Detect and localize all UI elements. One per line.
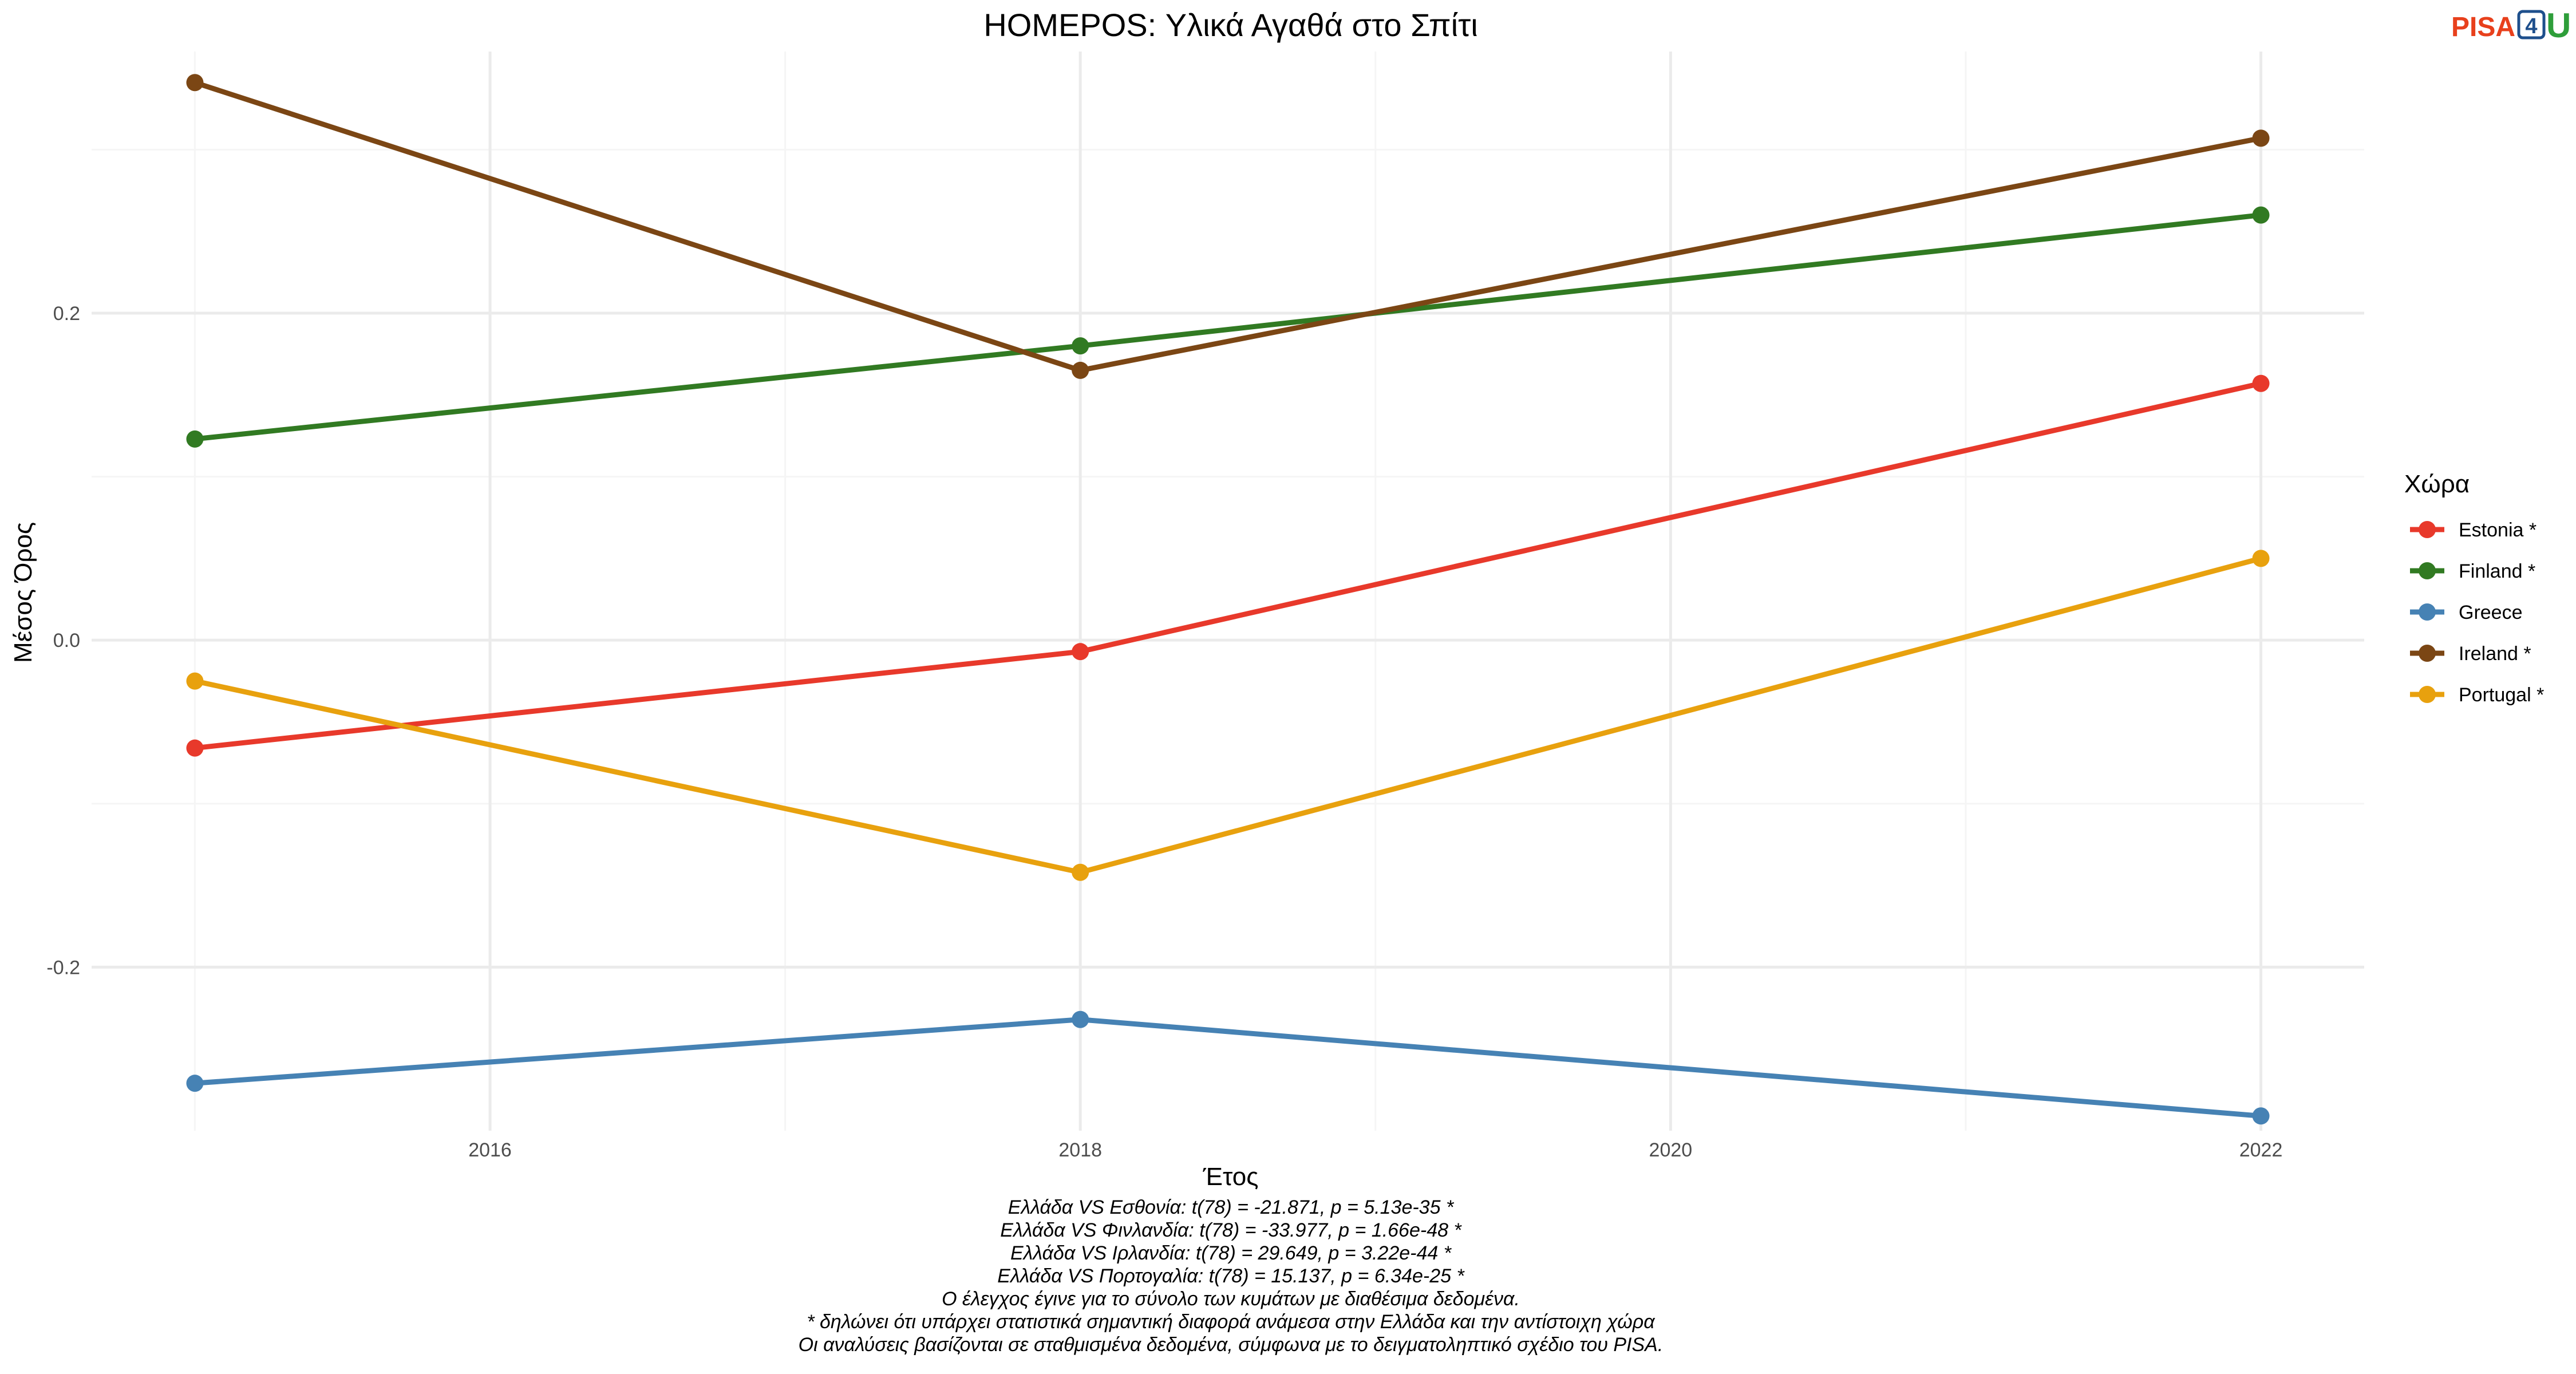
caption-line: Ελλάδα VS Ιρλανδία: t(78) = 29.649, p = … <box>1010 1242 1452 1264</box>
legend-title: Χώρα <box>2404 470 2470 498</box>
x-axis-title: Έτος <box>1203 1163 1259 1191</box>
legend-label: Finland * <box>2459 560 2535 582</box>
legend-key-point <box>2419 645 2436 662</box>
legend-label: Greece <box>2459 602 2523 623</box>
x-tick-label: 2022 <box>2239 1139 2283 1161</box>
caption-line: Ο έλεγχος έγινε για το σύνολο των κυμάτω… <box>942 1288 1520 1310</box>
caption-line: * δηλώνει ότι υπάρχει στατιστικά σημαντι… <box>807 1311 1656 1333</box>
data-point <box>2252 550 2270 567</box>
data-point <box>1072 643 1089 661</box>
legend-key-point <box>2419 603 2436 621</box>
series-greece <box>186 1010 2270 1125</box>
chart-title: HOMEPOS: Υλικά Αγαθά στο Σπίτι <box>983 7 1477 43</box>
x-tick-label: 2018 <box>1058 1139 1102 1161</box>
series-ireland <box>186 74 2270 379</box>
series-portugal <box>186 550 2270 881</box>
pisa4u-logo: PISA 4 U <box>2451 6 2571 45</box>
caption-line: Ελλάδα VS Φινλανδία: t(78) = -33.977, p … <box>1000 1219 1462 1241</box>
series-estonia <box>186 374 2270 757</box>
data-point <box>2252 1107 2270 1125</box>
series <box>186 74 2270 1125</box>
legend-label: Portugal * <box>2459 684 2544 706</box>
legend-item: Finland * <box>2410 560 2535 582</box>
data-point <box>1072 337 1089 355</box>
legend-key-point <box>2419 686 2436 703</box>
data-point <box>186 74 204 92</box>
data-point <box>186 1075 204 1092</box>
y-axis-title: Μέσος Όρος <box>9 522 37 663</box>
y-tick-label: -0.2 <box>46 957 80 978</box>
x-tick-label: 2016 <box>468 1139 512 1161</box>
data-point <box>1072 1010 1089 1028</box>
x-tick-label: 2020 <box>1649 1139 1693 1161</box>
logo-four-text: 4 <box>2525 14 2537 38</box>
legend: Χώρα Estonia * Finland * Greece Ireland * Por… <box>2404 470 2544 706</box>
series-line <box>195 1017 2261 1119</box>
data-point <box>186 430 204 448</box>
data-point <box>186 672 204 690</box>
legend-label: Estonia * <box>2459 519 2537 541</box>
legend-key-point <box>2419 562 2436 579</box>
y-tick-label: 0.0 <box>53 630 80 652</box>
y-tick-label: 0.2 <box>53 303 80 325</box>
logo-four-box <box>2517 10 2546 40</box>
series-line <box>194 212 2262 442</box>
legend-key-point <box>2419 521 2436 538</box>
data-point <box>186 739 204 757</box>
series-finland <box>186 206 2270 448</box>
caption-line: Οι αναλύσεις βασίζονται σε σταθμισμένα δ… <box>799 1334 1664 1356</box>
axes: 2016 2018 2020 2022 -0.2 0.0 0.2 <box>46 303 2282 1161</box>
logo-u-text: U <box>2546 6 2571 45</box>
caption: Ελλάδα VS Εσθονία: t(78) = -21.871, p = … <box>799 1197 1664 1356</box>
legend-item: Portugal * <box>2410 684 2544 706</box>
legend-item: Estonia * <box>2410 519 2537 541</box>
series-line <box>194 381 2262 751</box>
data-point <box>1072 361 1089 379</box>
data-point <box>2252 374 2270 392</box>
data-point <box>1072 863 1089 881</box>
data-point <box>2252 129 2270 147</box>
caption-line: Ελλάδα VS Εσθονία: t(78) = -21.871, p = … <box>1008 1197 1455 1218</box>
legend-label: Ireland * <box>2459 643 2531 665</box>
logo-pisa-text: PISA <box>2451 12 2515 42</box>
data-point <box>2252 206 2270 224</box>
caption-line: Ελλάδα VS Πορτογαλία: t(78) = 15.137, p … <box>997 1265 1465 1287</box>
legend-item: Greece <box>2410 602 2523 623</box>
legend-item: Ireland * <box>2410 643 2531 665</box>
grid <box>92 52 2364 1131</box>
